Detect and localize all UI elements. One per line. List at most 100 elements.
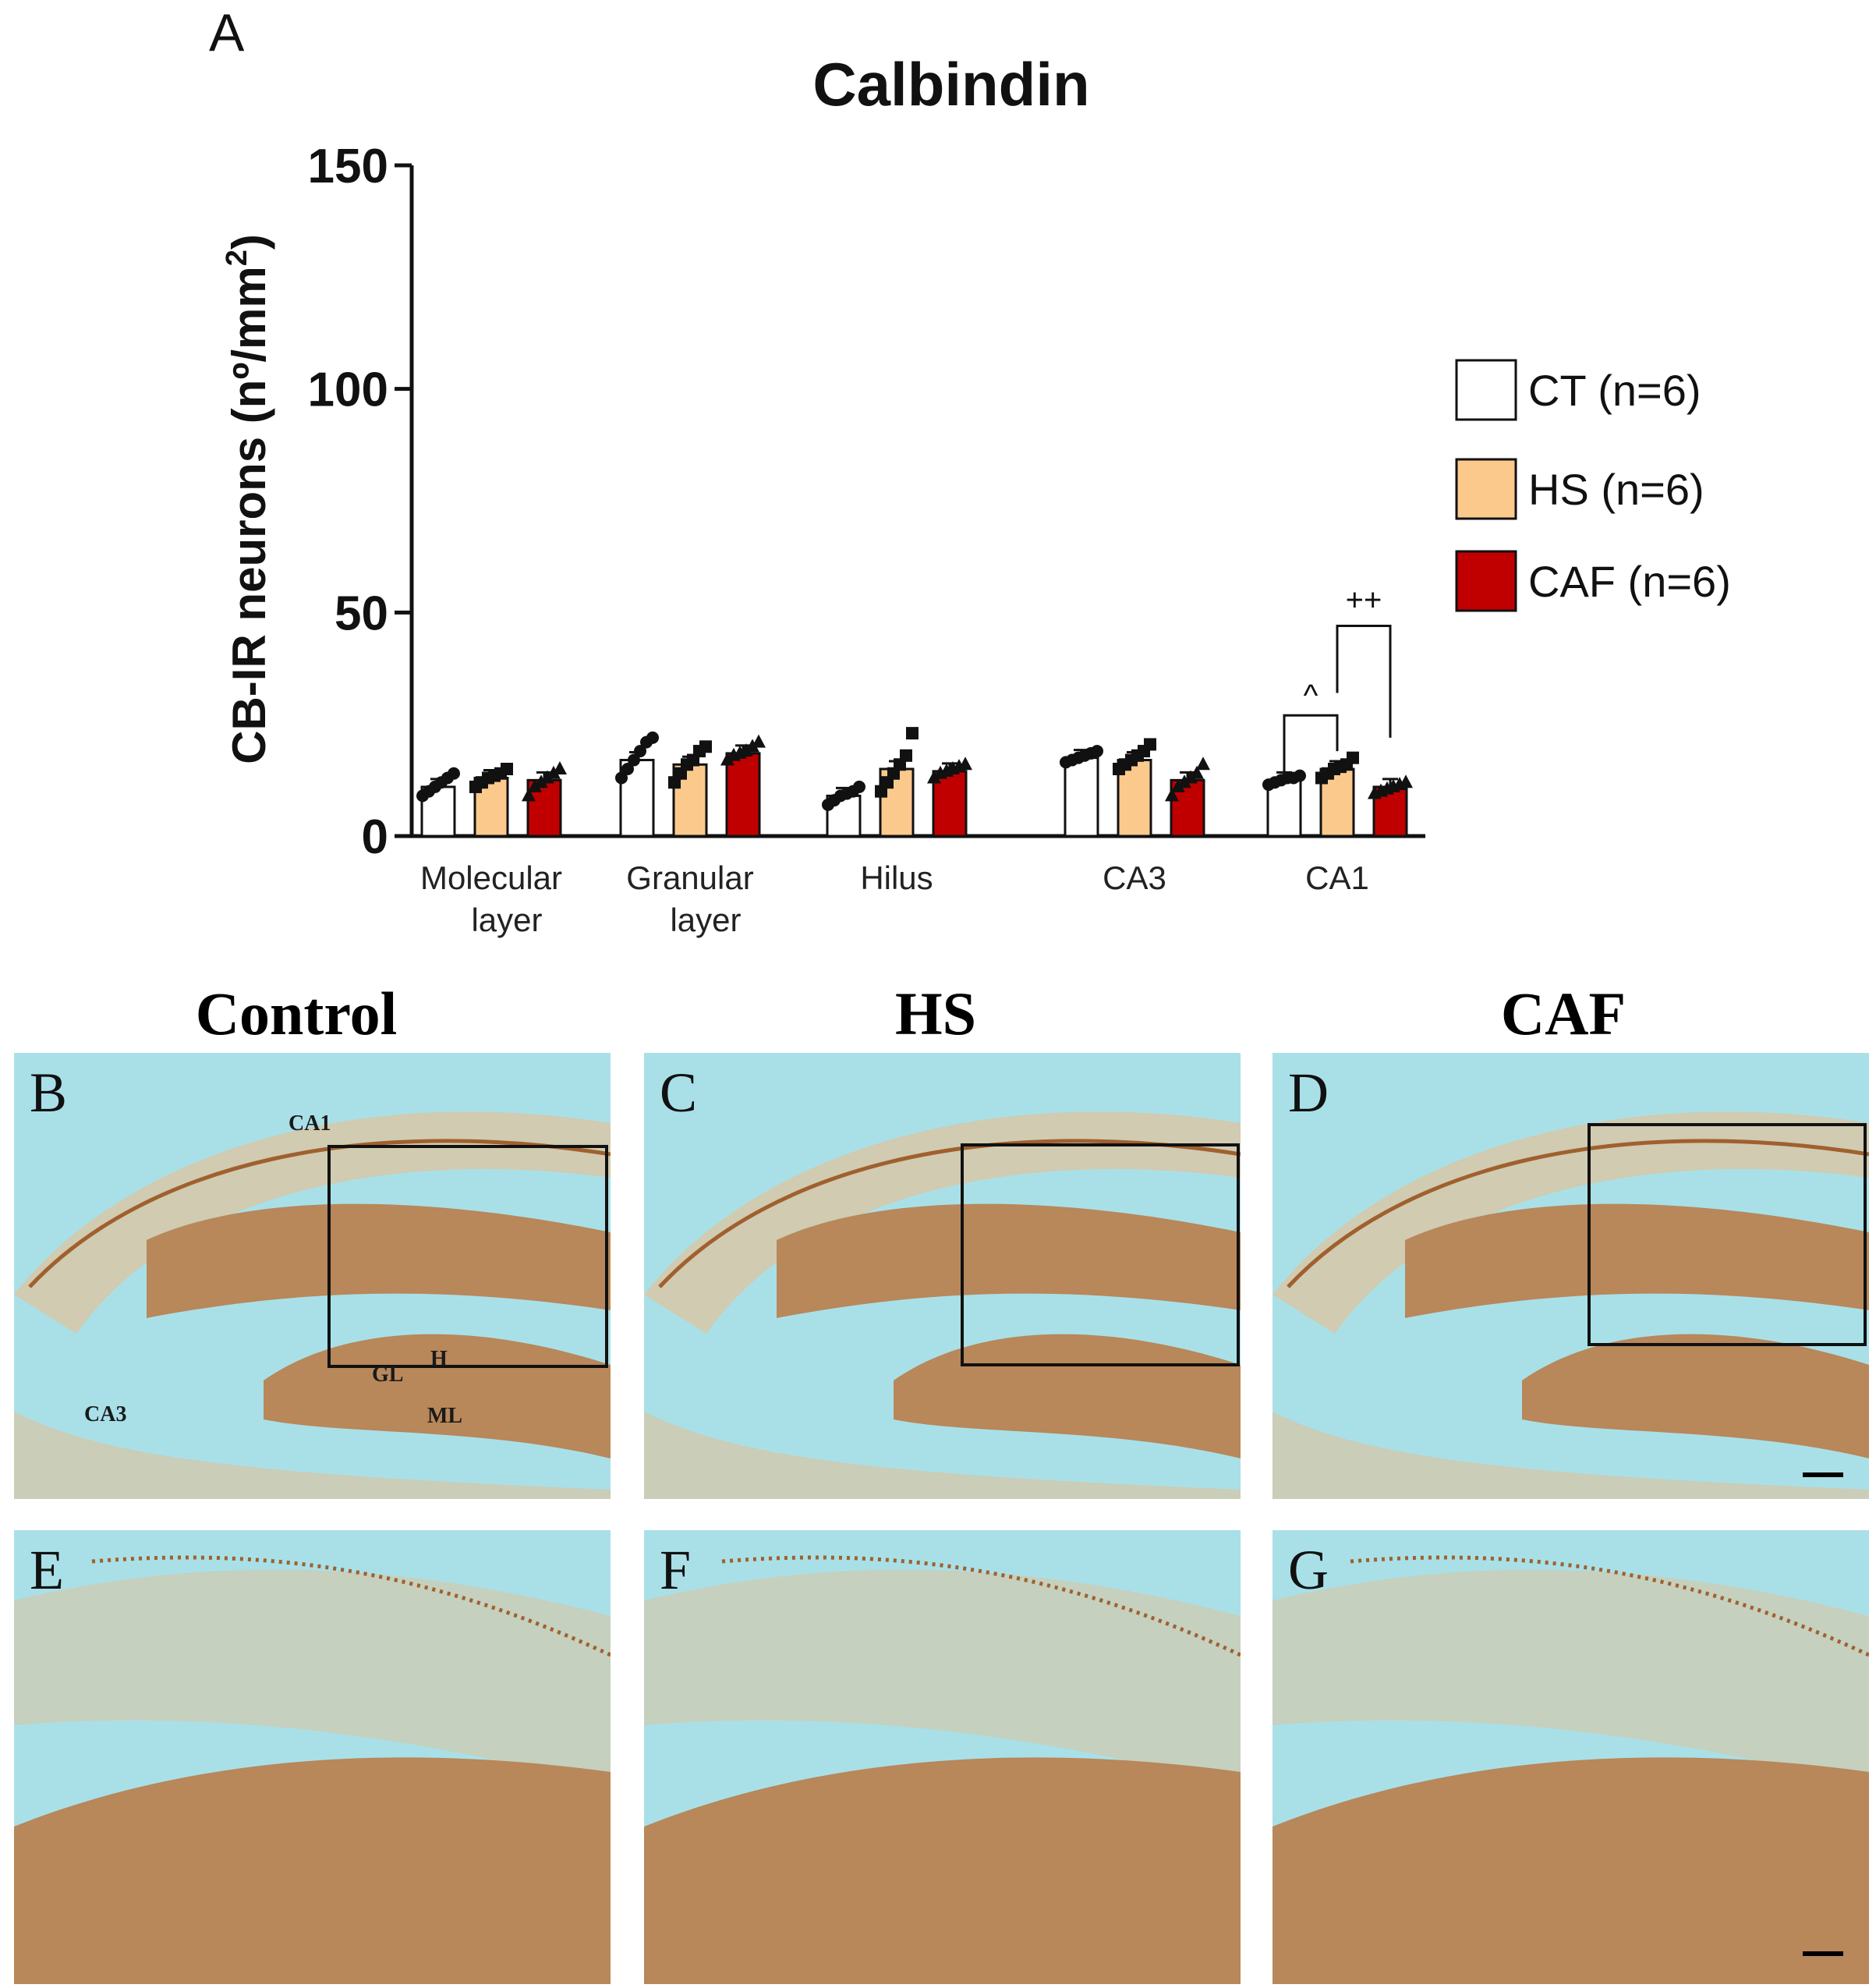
micrograph-panel-f: F bbox=[644, 1530, 1241, 1984]
chart-bars bbox=[420, 744, 1408, 838]
y-axis-label: CB-IR neurons (nº/mm2) bbox=[221, 234, 275, 764]
micrograph-panel-c: C bbox=[644, 1053, 1241, 1499]
legend-label: HS (n=6) bbox=[1528, 465, 1704, 514]
tissue-ca1-band bbox=[1272, 1111, 1869, 1334]
data-point bbox=[958, 757, 972, 771]
data-point bbox=[553, 761, 567, 774]
region-label-ca1: CA1 bbox=[288, 1111, 331, 1136]
tissue-ca3-band bbox=[1272, 1412, 1869, 1499]
x-tick-label: layer bbox=[670, 902, 741, 938]
data-point bbox=[501, 763, 513, 775]
region-label-gl: GL bbox=[372, 1363, 404, 1387]
x-tick-label: Molecular bbox=[420, 859, 562, 896]
data-point bbox=[628, 753, 640, 767]
micrograph-image bbox=[14, 1530, 611, 1984]
inset-rectangle bbox=[327, 1145, 608, 1368]
data-point bbox=[927, 770, 941, 784]
legend-swatch bbox=[1455, 550, 1517, 612]
significance-marker: ++ bbox=[1346, 583, 1382, 618]
micrograph-panel-e: E bbox=[14, 1530, 611, 1984]
legend-swatch bbox=[1455, 359, 1517, 421]
panel-letter: B bbox=[30, 1061, 68, 1124]
legend-label: CT (n=6) bbox=[1528, 366, 1701, 415]
data-point bbox=[1171, 778, 1185, 792]
micrograph-panel-d: D bbox=[1272, 1053, 1869, 1499]
tissue-layer-upper bbox=[147, 1203, 611, 1318]
panel-label-a: A bbox=[209, 3, 245, 62]
data-point bbox=[1184, 770, 1198, 784]
tissue-band bbox=[14, 1569, 611, 1788]
y-axis-label-superscript: 2 bbox=[221, 250, 253, 266]
data-point bbox=[547, 765, 561, 779]
data-point bbox=[1294, 769, 1306, 782]
column-title-control: Control bbox=[195, 980, 398, 1047]
data-point bbox=[448, 767, 460, 780]
data-point bbox=[699, 740, 712, 753]
stain-line bbox=[721, 1555, 1241, 1657]
y-tick-label: 100 bbox=[308, 363, 388, 417]
data-point bbox=[1144, 738, 1156, 751]
tissue-ca3-band bbox=[14, 1412, 611, 1499]
tissue-layer-upper bbox=[1405, 1203, 1869, 1318]
micrograph-panel-g: G bbox=[1272, 1530, 1869, 1984]
y-axis-label-main: CB-IR neurons (nº/mm bbox=[223, 266, 275, 764]
tissue-granular bbox=[644, 1757, 1241, 1984]
region-label-h: H bbox=[430, 1347, 448, 1371]
panel-letter: F bbox=[660, 1539, 692, 1601]
data-point bbox=[528, 778, 542, 792]
tissue-band bbox=[1272, 1569, 1869, 1788]
chart-legend: CT (n=6) HS (n=6) CAF (n=6) bbox=[1455, 359, 1731, 612]
chart-points bbox=[416, 727, 1413, 811]
legend-swatch bbox=[1455, 458, 1517, 520]
x-tick-label: CA3 bbox=[1103, 859, 1166, 896]
micrograph-image bbox=[14, 1053, 611, 1499]
data-point bbox=[720, 752, 734, 766]
micrograph-image bbox=[644, 1053, 1241, 1499]
region-label-ml: ML bbox=[427, 1404, 463, 1428]
scale-bar bbox=[1803, 1951, 1843, 1956]
tissue-ca1-band bbox=[14, 1111, 611, 1334]
data-point bbox=[906, 727, 919, 740]
stain-line bbox=[91, 1555, 611, 1657]
tissue-band bbox=[644, 1569, 1241, 1788]
tissue-ca1-band bbox=[644, 1111, 1241, 1334]
tissue-layer-lower bbox=[1522, 1334, 1869, 1458]
panel-letter: G bbox=[1288, 1539, 1329, 1601]
stain-line bbox=[1287, 1139, 1869, 1288]
column-title-caf: CAF bbox=[1500, 980, 1626, 1047]
y-tick-label: 150 bbox=[308, 140, 388, 193]
data-point bbox=[1165, 788, 1179, 802]
legend-label: CAF (n=6) bbox=[1528, 557, 1731, 606]
tissue-layer-upper bbox=[777, 1203, 1241, 1318]
data-point bbox=[752, 734, 766, 748]
chart-title: Calbindin bbox=[812, 50, 1089, 119]
panel-letter: E bbox=[30, 1539, 64, 1601]
column-title-hs: HS bbox=[894, 980, 977, 1047]
data-point bbox=[1190, 765, 1204, 779]
bar bbox=[1266, 778, 1302, 838]
stain-line bbox=[28, 1139, 611, 1288]
panel-letter: D bbox=[1288, 1061, 1329, 1124]
significance-marker: ^ bbox=[1304, 679, 1319, 713]
data-point bbox=[739, 743, 753, 757]
data-point bbox=[1177, 774, 1191, 788]
data-point bbox=[540, 770, 554, 784]
significance-bracket bbox=[1283, 714, 1339, 774]
data-point bbox=[634, 745, 646, 758]
scale-bar bbox=[1803, 1472, 1843, 1477]
data-point bbox=[745, 739, 759, 753]
x-tick-label: layer bbox=[471, 902, 542, 938]
x-tick-label: Granular bbox=[626, 859, 753, 896]
data-point bbox=[900, 749, 912, 762]
tissue-granular bbox=[14, 1757, 611, 1984]
data-point bbox=[853, 780, 865, 793]
inset-rectangle bbox=[1588, 1123, 1867, 1346]
region-label-ca3: CA3 bbox=[84, 1402, 127, 1426]
chart-panel: A Calbindin CB-IR neurons (nº/mm2) 0 50 10… bbox=[209, 3, 1731, 938]
data-point bbox=[1399, 774, 1413, 788]
chart-annotations: ^ ++ bbox=[1283, 583, 1392, 774]
x-tick-label: Hilus bbox=[860, 859, 933, 896]
micrograph-image bbox=[1272, 1053, 1869, 1499]
significance-bracket bbox=[1336, 625, 1392, 738]
chart-axes: 0 50 100 150 bbox=[308, 140, 1425, 864]
